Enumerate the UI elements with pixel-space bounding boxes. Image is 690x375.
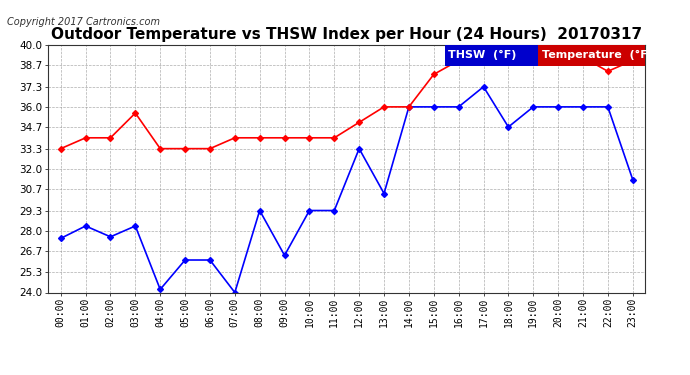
Text: THSW  (°F): THSW (°F)	[448, 50, 517, 60]
Text: Temperature  (°F): Temperature (°F)	[542, 50, 653, 60]
Text: Copyright 2017 Cartronics.com: Copyright 2017 Cartronics.com	[7, 17, 160, 27]
Title: Outdoor Temperature vs THSW Index per Hour (24 Hours)  20170317: Outdoor Temperature vs THSW Index per Ho…	[51, 27, 642, 42]
